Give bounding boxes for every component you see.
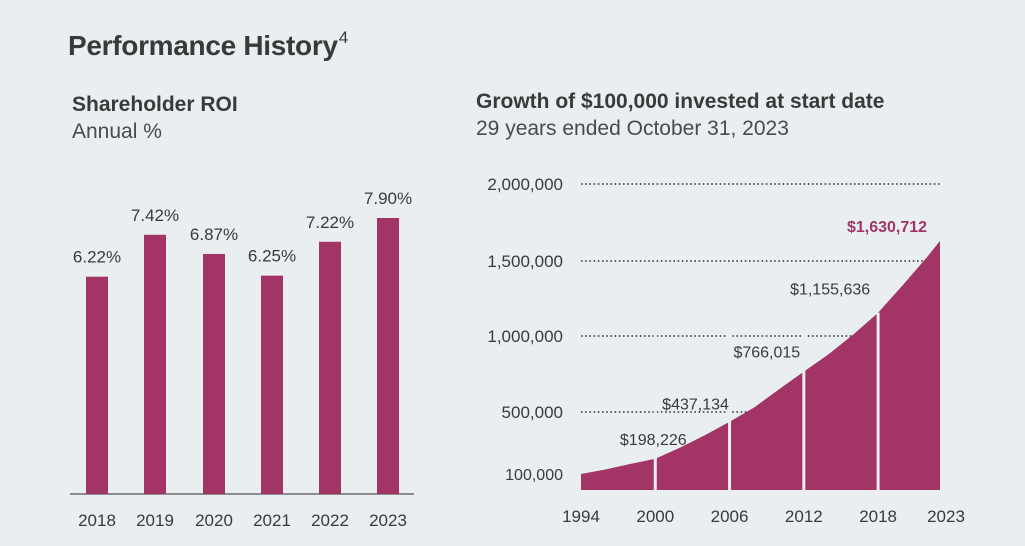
y-tick-label: 1,000,000	[487, 327, 563, 346]
highlight-value-label: $1,630,712	[847, 219, 927, 236]
y-tick-label: 2,000,000	[487, 175, 563, 194]
point-value-label: $766,015	[733, 345, 800, 362]
x-tick-label: 2023	[369, 511, 407, 530]
point-value-label: $198,226	[620, 432, 687, 449]
page-title: Performance History4	[68, 28, 348, 62]
roi-chart-subtitle: Annual %	[72, 120, 162, 143]
y-tick-label: 500,000	[502, 403, 563, 422]
bar-2018	[86, 276, 108, 494]
bar-value-label: 6.22%	[73, 248, 121, 267]
x-tick-label: 2018	[859, 507, 897, 526]
x-tick-label: 2000	[636, 507, 674, 526]
x-tick-label: 2006	[711, 507, 749, 526]
growth-area	[581, 240, 940, 490]
growth-chart-subtitle: 29 years ended October 31, 2023	[476, 117, 789, 140]
bar-2021	[261, 275, 283, 494]
x-tick-label: 2020	[195, 511, 233, 530]
x-tick-label: 2019	[136, 511, 174, 530]
point-value-label: $437,134	[662, 397, 729, 414]
point-value-label: $1,155,636	[790, 282, 870, 299]
growth-chart-title: Growth of $100,000 invested at start dat…	[476, 90, 885, 113]
roi-chart-title: Shareholder ROI	[72, 93, 238, 116]
bar-value-label: 6.25%	[248, 247, 296, 266]
x-tick-label: 2012	[785, 507, 823, 526]
x-tick-label: 2021	[253, 511, 291, 530]
bar-2022	[319, 241, 341, 494]
page-title-text: Performance History	[68, 30, 338, 61]
x-tick-label: 1994	[562, 507, 600, 526]
bar-2023	[377, 218, 399, 494]
x-tick-label: 2022	[311, 511, 349, 530]
bar-2020	[203, 253, 225, 494]
footnote-marker: 4	[338, 28, 348, 47]
bar-value-label: 6.87%	[190, 225, 238, 244]
bar-value-label: 7.22%	[306, 213, 354, 232]
x-tick-label: 2023	[927, 507, 965, 526]
y-tick-label: 100,000	[505, 467, 563, 484]
x-tick-label: 2018	[78, 511, 116, 530]
bar-2019	[144, 234, 166, 494]
bar-value-label: 7.42%	[131, 206, 179, 225]
bar-value-label: 7.90%	[364, 189, 412, 208]
y-tick-label: 1,500,000	[487, 252, 563, 271]
